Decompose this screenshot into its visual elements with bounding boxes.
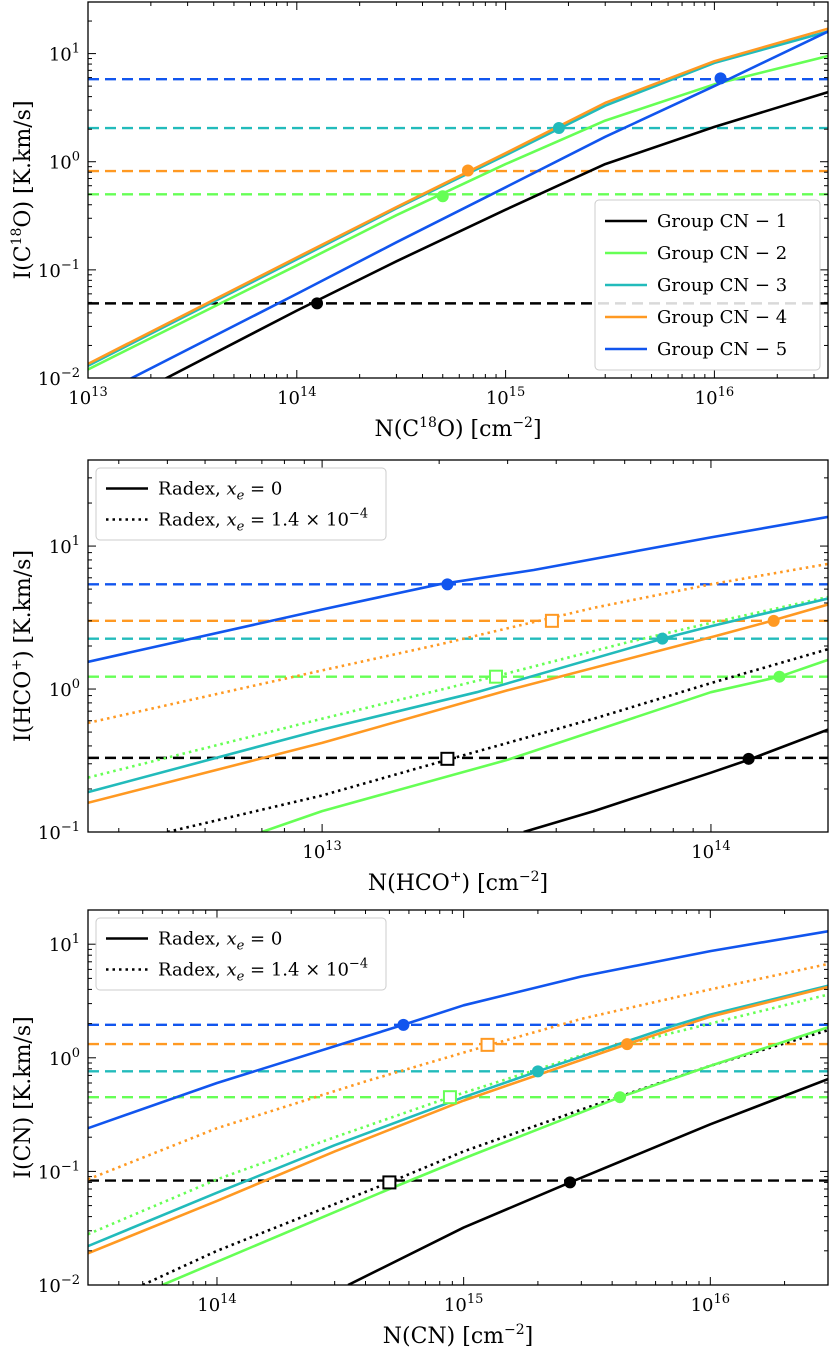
legend-label-top-2: Group CN − 3: [657, 275, 787, 296]
marker-circle-bottom-0: [397, 1018, 410, 1031]
marker-square-middle-1: [544, 613, 559, 628]
series-top-4: [129, 30, 828, 378]
x-axis-label-bottom: N(CN) [cm−2]: [383, 1322, 534, 1349]
marker-circle-top-1: [436, 190, 449, 203]
axes-frame-bottom: [87, 909, 829, 1286]
marker-square-middle-4: [488, 669, 503, 684]
xtick-label-bottom-2: 1016: [691, 1292, 730, 1316]
ticks-bottom: [87, 909, 829, 1286]
ytick-label-middle-2: 101: [49, 534, 80, 558]
marker-circle-bottom-5: [613, 1091, 626, 1104]
panel-middle: 1013 1014 10−1 100 101 N(HCO+) [cm−2] I(HCO+) …: [9, 459, 829, 896]
legend-bottom: Radex, xe = 0 Radex, xe = 1.4 × 10−4: [95, 917, 387, 991]
legend-box-top: [594, 199, 821, 371]
xtick-label-top-1: 1014: [277, 385, 316, 409]
xtick-label-middle-0: 1013: [302, 839, 341, 863]
panel-bottom: 1014 1015 1016 10−2 10−1 100 101 N(CN) [cm−2] I(…: [11, 909, 829, 1349]
panel-top: 1013 1014 1015 1016 10−2 10−1 100 101 N(C18O) [c…: [9, 1, 829, 442]
series-top-3: [88, 27, 828, 366]
ytick-label-top-1: 10−1: [38, 258, 80, 282]
series-bottom-2: [88, 993, 828, 1236]
xtick-label-top-0: 1013: [68, 385, 107, 409]
plot-area-bottom: [88, 930, 828, 1285]
marker-circle-bottom-7: [564, 1176, 577, 1189]
legend-label-top-4: Group CN − 5: [657, 339, 787, 360]
legend-middle: Radex, xe = 0 Radex, xe = 1.4 × 10−4: [95, 467, 387, 541]
series-bottom-0: [88, 930, 828, 1130]
marker-circle-middle-3: [656, 632, 669, 645]
ytick-label-middle-1: 100: [49, 677, 80, 701]
legend-label-bottom-1: Radex, xe = 1.4 × 10−4: [158, 957, 368, 985]
marker-circle-middle-2: [767, 614, 780, 627]
legend-label-bottom-0: Radex, xe = 0: [158, 929, 282, 954]
marker-circle-middle-7: [742, 752, 755, 765]
ytick-label-bottom-2: 100: [49, 1046, 80, 1070]
series-middle-1: [88, 562, 828, 725]
marker-circle-middle-0: [441, 578, 454, 591]
legend-label-middle-0: Radex, xe = 0: [158, 479, 282, 504]
ytick-label-middle-0: 10−1: [38, 820, 80, 844]
ytick-label-bottom-0: 10−2: [38, 1273, 80, 1297]
xtick-label-middle-1: 1014: [691, 839, 730, 863]
marker-circle-top-2: [461, 164, 474, 177]
marker-square-bottom-6: [382, 1175, 397, 1190]
series-middle-0: [88, 515, 828, 664]
axes-frame-top: [87, 1, 829, 379]
plot-area-middle: [88, 515, 828, 832]
series-bottom-3: [88, 984, 828, 1248]
series-bottom-4: [88, 985, 828, 1255]
x-axis-label-top: N(C18O) [cm−2]: [374, 415, 541, 442]
legend-top: Group CN − 1 Group CN − 2 Group CN − 3 Grou…: [594, 199, 821, 371]
marker-circle-top-0: [311, 297, 324, 310]
marker-square-bottom-4: [442, 1090, 457, 1105]
ytick-label-top-2: 100: [49, 150, 80, 174]
xtick-label-bottom-1: 1015: [444, 1292, 483, 1316]
legend-box-middle: [95, 467, 387, 541]
x-axis-label-middle: N(HCO+) [cm−2]: [368, 869, 548, 896]
marker-square-middle-6: [440, 751, 455, 766]
legend-label-top-1: Group CN − 2: [657, 243, 787, 264]
marker-circle-middle-5: [773, 670, 786, 683]
series-bottom-5: [142, 1028, 828, 1285]
series-bottom-6: [161, 1026, 828, 1285]
y-axis-label-bottom: I(CN) [K.km/s]: [11, 1016, 36, 1178]
marker-square-bottom-1: [480, 1037, 495, 1052]
xtick-label-top-2: 1015: [486, 385, 525, 409]
series-middle-5: [167, 647, 828, 832]
marker-circle-bottom-2: [621, 1038, 634, 1051]
legend-label-middle-1: Radex, xe = 1.4 × 10−4: [158, 507, 368, 535]
series-middle-7: [523, 728, 828, 832]
series-middle-3: [88, 597, 828, 794]
ticks-top: [87, 1, 828, 379]
legend-label-top-3: Group CN − 4: [657, 307, 787, 328]
series-top-2: [88, 30, 828, 367]
legend-box-bottom: [95, 917, 387, 991]
ticks-middle: [88, 459, 829, 833]
series-top-1: [88, 54, 828, 371]
y-axis-label-top: I(C18O) [K.km/s]: [9, 100, 36, 279]
xtick-label-top-3: 1016: [695, 385, 734, 409]
y-axis-label-middle: I(HCO+) [K.km/s]: [9, 550, 36, 742]
ytick-label-top-3: 101: [49, 42, 80, 66]
ytick-label-top-0: 10−2: [38, 366, 80, 390]
ytick-label-bottom-1: 10−1: [38, 1159, 80, 1183]
series-middle-6: [261, 658, 828, 832]
marker-circle-bottom-3: [531, 1065, 544, 1078]
ytick-label-bottom-3: 101: [49, 932, 80, 956]
series-top-0: [163, 90, 828, 378]
xtick-label-bottom-0: 1014: [197, 1292, 236, 1316]
marker-circle-top-3: [552, 122, 565, 135]
series-bottom-1: [88, 962, 828, 1181]
legend-label-top-0: Group CN − 1: [657, 211, 787, 232]
marker-circle-top-4: [714, 72, 727, 85]
